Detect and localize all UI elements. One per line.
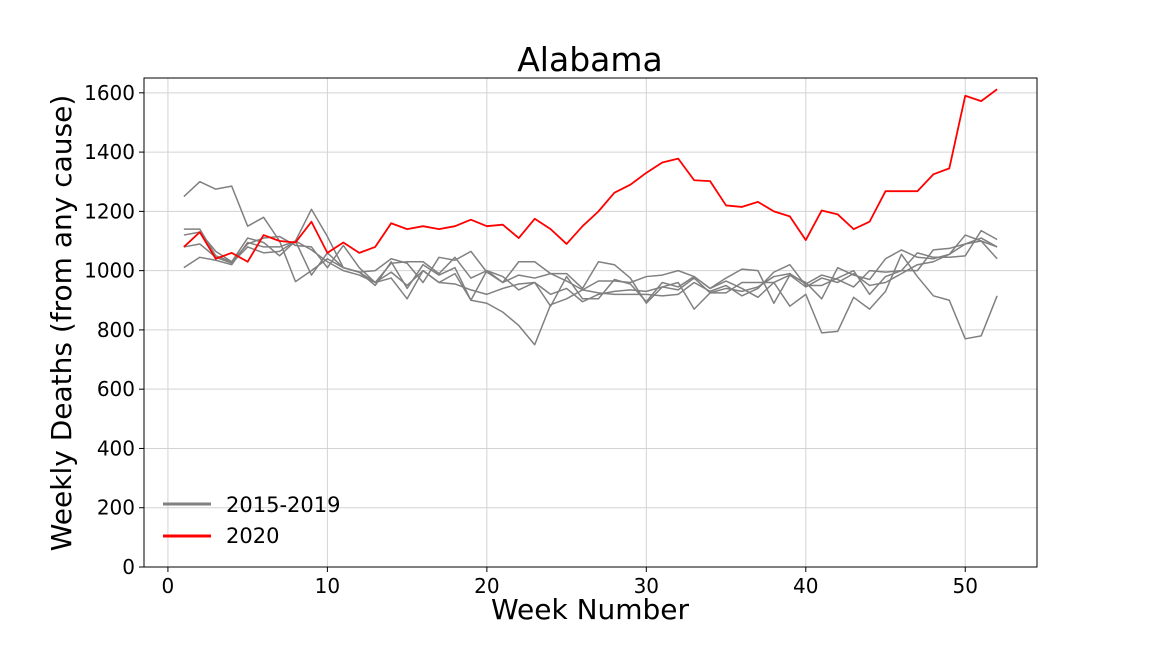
series-line-2015-2019-2 [183,231,998,304]
x-tick-label: 20 [474,574,499,598]
x-tick-label: 50 [953,574,978,598]
series-layer [183,88,998,346]
y-tick-label: 1200 [84,199,135,223]
grid [144,78,1037,568]
y-tick-label: 1000 [84,259,135,283]
x-axis-title: Week Number [491,593,690,626]
series-line-2020-5 [183,88,998,263]
x-tick-label: 40 [793,574,818,598]
y-tick-label: 400 [97,436,135,460]
y-tick-label: 800 [97,318,135,342]
legend-label-2020: 2020 [226,524,279,548]
plot-background [144,78,1037,567]
plot-frame [143,77,1038,568]
series-line-2015-2019-3 [183,237,998,346]
legend-label-2015-2019: 2015-2019 [226,493,340,517]
y-tick-label: 1600 [84,81,135,105]
x-tick-label: 30 [634,574,659,598]
legend: 2015-2019 2020 [163,493,340,548]
y-tick-label: 200 [97,496,135,520]
y-tick-label: 1400 [84,140,135,164]
series-line-2015-2019-4 [183,240,998,310]
y-tick-label: 600 [97,377,135,401]
x-tick-label: 0 [162,574,175,598]
y-axis-title: Weekly Deaths (from any cause) [45,95,78,552]
chart-title: Alabama [517,40,663,79]
y-axis: 0 200 400 600 800 1000 1200 1400 1600 [84,81,144,579]
x-axis: 0 10 20 30 40 50 [162,567,978,598]
y-tick-label: 0 [122,555,135,579]
x-tick-label: 10 [315,574,340,598]
